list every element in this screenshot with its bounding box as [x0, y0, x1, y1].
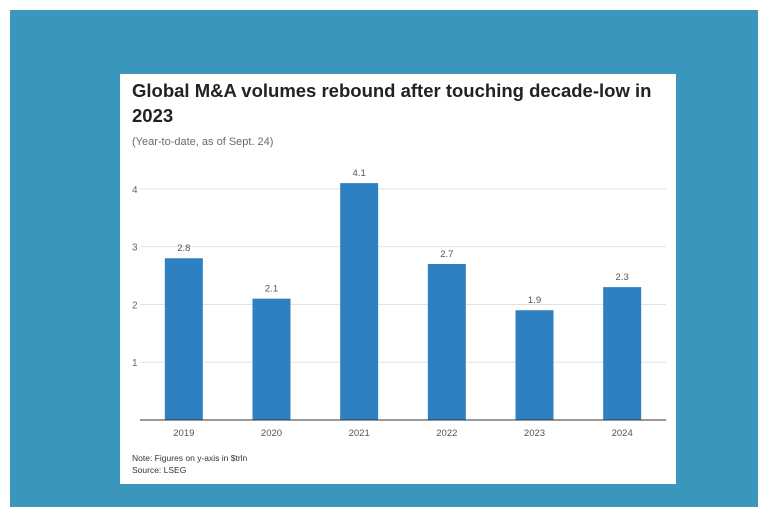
bar-value-label: 4.1 [353, 168, 366, 179]
chart-title: Global M&A volumes rebound after touchin… [132, 80, 652, 126]
chart-footer: Note: Figures on y-axis in $trln Source:… [132, 452, 247, 476]
bar-value-label: 2.8 [177, 243, 190, 254]
bar-chart: 1 2 3 4 2.8 2019 2.1 2020 4.1 2021 2.7 2022 1.9 2023 2… [132, 168, 666, 439]
y-tick-label: 4 [132, 185, 138, 196]
bar [603, 287, 642, 420]
chart-note: Note: Figures on y-axis in $trln [132, 453, 248, 463]
x-tick-label: 2023 [524, 428, 545, 439]
bar [340, 183, 379, 420]
bar-value-label: 2.1 [265, 284, 278, 295]
bar-value-label: 2.3 [616, 272, 629, 283]
bar [515, 310, 554, 420]
chart-card: Global M&A volumes rebound after touchin… [120, 74, 676, 484]
chart-subtitle: (Year-to-date, as of Sept. 24) [132, 136, 274, 148]
x-tick-label: 2021 [349, 428, 370, 439]
bar-value-label: 2.7 [440, 249, 453, 260]
bar [164, 258, 203, 420]
bar [427, 264, 466, 420]
y-tick-label: 3 [132, 243, 138, 254]
chart-source: Source: LSEG [132, 465, 187, 475]
x-tick-label: 2024 [612, 428, 633, 439]
blue-frame: Global M&A volumes rebound after touchin… [10, 10, 758, 507]
x-tick-label: 2019 [173, 428, 194, 439]
x-tick-label: 2022 [436, 428, 457, 439]
bar [252, 298, 291, 420]
y-tick-label: 2 [132, 300, 138, 311]
bar-value-label: 1.9 [528, 295, 541, 306]
x-tick-label: 2020 [261, 428, 282, 439]
y-tick-label: 1 [132, 358, 138, 369]
